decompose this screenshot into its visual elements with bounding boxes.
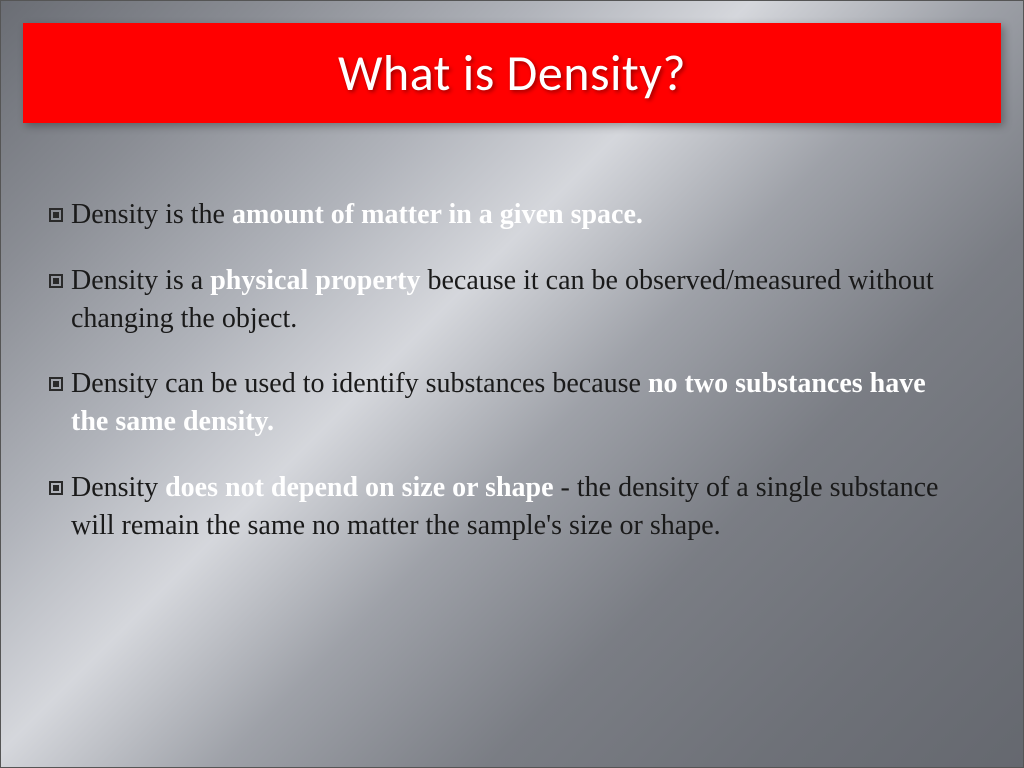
- bullet-text: Density is a physical property because i…: [71, 262, 963, 338]
- bullet-text-highlight: physical property: [210, 265, 427, 296]
- bullet-item: Density does not depend on size or shape…: [49, 469, 963, 545]
- bullet-item: Density is a physical property because i…: [49, 262, 963, 338]
- slide-title: What is Density?: [338, 43, 686, 104]
- bullet-text-normal: Density can be used to identify substanc…: [71, 368, 648, 399]
- bullet-text: Density can be used to identify substanc…: [71, 365, 963, 441]
- content-area: Density is the amount of matter in a giv…: [49, 196, 963, 573]
- bullet-text: Density is the amount of matter in a giv…: [71, 196, 963, 234]
- slide-container: What is Density? Density is the amount o…: [0, 0, 1024, 768]
- bullet-text-normal: Density is the: [71, 199, 232, 230]
- bullet-item: Density is the amount of matter in a giv…: [49, 196, 963, 234]
- bullet-text-highlight: amount of matter in a given space.: [232, 199, 643, 230]
- bullet-marker-icon: [49, 481, 63, 495]
- bullet-text-highlight: does not depend on size or shape: [165, 472, 560, 503]
- bullet-marker-icon: [49, 274, 63, 288]
- bullet-marker-icon: [49, 377, 63, 391]
- bullet-text-normal: Density is a: [71, 265, 210, 296]
- title-bar: What is Density?: [23, 23, 1001, 123]
- bullet-text: Density does not depend on size or shape…: [71, 469, 963, 545]
- bullet-marker-icon: [49, 208, 63, 222]
- bullet-text-normal: Density: [71, 472, 165, 503]
- bullet-item: Density can be used to identify substanc…: [49, 365, 963, 441]
